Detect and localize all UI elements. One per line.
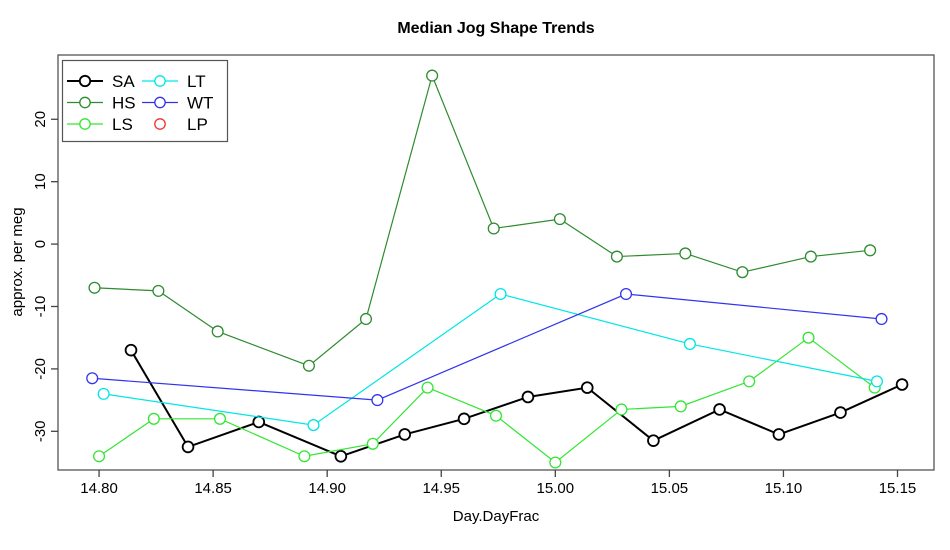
series-line-LS xyxy=(98,336,876,464)
series-point-WT xyxy=(619,287,633,301)
plot-box xyxy=(57,54,935,471)
y-tick-label: -20 xyxy=(32,358,49,380)
series-point-LS xyxy=(366,437,379,450)
series-point-HS xyxy=(426,69,439,82)
y-tick-label: -10 xyxy=(32,296,49,318)
legend-label-LT: LT xyxy=(187,72,206,91)
series-point-WT xyxy=(86,372,99,385)
legend-marker-LS xyxy=(79,118,91,130)
chart-title: Median Jog Shape Trends xyxy=(397,20,594,37)
series-point-SA xyxy=(398,428,412,441)
series-point-SA xyxy=(181,440,195,454)
x-tick-label: 14.90 xyxy=(308,480,346,497)
legend-marker-SA xyxy=(78,74,92,88)
legend-label-LP: LP xyxy=(187,115,208,134)
x-tick-label: 15.00 xyxy=(537,480,575,497)
data-series xyxy=(86,69,909,469)
series-point-WT xyxy=(875,312,888,326)
series-point-SA xyxy=(834,406,847,419)
series-point-HS xyxy=(487,222,500,235)
series-point-SA xyxy=(457,412,471,426)
series-point-LS xyxy=(674,400,687,413)
series-point-SA xyxy=(772,428,786,441)
series-point-HS xyxy=(610,250,623,263)
series-point-HS xyxy=(359,312,373,326)
series-point-HS xyxy=(88,281,101,294)
legend-marker-LP xyxy=(154,118,166,130)
series-point-HS xyxy=(211,325,224,338)
series-point-LS xyxy=(615,403,628,416)
series-point-LS xyxy=(147,412,160,425)
series-point-SA xyxy=(252,415,266,429)
y-tick-label: -30 xyxy=(32,420,49,442)
series-point-LS xyxy=(489,409,503,422)
series-point-HS xyxy=(152,284,165,297)
series-point-SA xyxy=(713,403,726,416)
x-tick-label: 14.80 xyxy=(80,480,118,497)
y-tick-label: 0 xyxy=(32,240,49,248)
legend-marker-HS xyxy=(79,96,91,109)
series-point-LS xyxy=(298,450,311,463)
series-line-SA xyxy=(130,349,903,458)
series-point-HS xyxy=(679,247,692,260)
legend-marker-WT xyxy=(154,96,166,109)
legend-marker-LT xyxy=(154,75,166,87)
series-point-SA xyxy=(647,434,660,447)
series-point-HS xyxy=(864,244,877,257)
x-tick-label: 14.85 xyxy=(194,480,232,497)
series-point-LS xyxy=(93,450,106,463)
x-tick-label: 14.95 xyxy=(422,480,460,497)
series-point-LS xyxy=(421,381,434,394)
series-point-LS xyxy=(802,331,815,344)
series-point-HS xyxy=(804,250,817,263)
series-point-LS xyxy=(549,456,562,469)
series-point-SA xyxy=(580,381,594,394)
series-point-LT xyxy=(494,287,507,301)
series-line-WT xyxy=(92,293,882,401)
y-axis-ticks: 20 10 0 -10 -20 -30 xyxy=(32,111,58,442)
legend-label-WT: WT xyxy=(187,94,213,113)
series-point-LS xyxy=(213,412,227,425)
series-point-WT xyxy=(371,394,384,407)
series-point-SA xyxy=(521,390,535,404)
y-axis-label: approx. per meg xyxy=(9,207,26,316)
x-axis-label: Day.DayFrac xyxy=(453,508,540,525)
y-tick-label: 20 xyxy=(32,111,49,128)
series-point-LT xyxy=(307,419,320,432)
series-point-SA xyxy=(124,343,138,357)
legend-label-SA: SA xyxy=(112,72,135,91)
series-point-HS xyxy=(302,359,315,372)
series-point-SA xyxy=(895,378,909,391)
x-tick-label: 15.05 xyxy=(651,480,689,497)
series-point-LS xyxy=(743,375,756,388)
legend: SA HS LS LT WT LP xyxy=(61,59,229,143)
legend-label-LS: LS xyxy=(112,115,133,134)
series-point-HS xyxy=(736,266,749,279)
series-point-HS xyxy=(553,213,566,226)
x-tick-label: 15.15 xyxy=(879,480,917,497)
series-point-SA xyxy=(334,449,348,463)
series-point-LT xyxy=(870,375,884,388)
x-axis-ticks: 14.80 14.85 14.90 14.95 15.00 15.05 15.10 15.15 xyxy=(80,470,916,497)
y-tick-label: 10 xyxy=(32,173,49,190)
x-tick-label: 15.10 xyxy=(765,480,803,497)
series-point-LT xyxy=(97,387,110,400)
legend-label-HS: HS xyxy=(112,94,136,113)
series-point-LT xyxy=(683,337,696,350)
series-line-LT xyxy=(103,293,878,426)
plot-border xyxy=(57,54,935,471)
